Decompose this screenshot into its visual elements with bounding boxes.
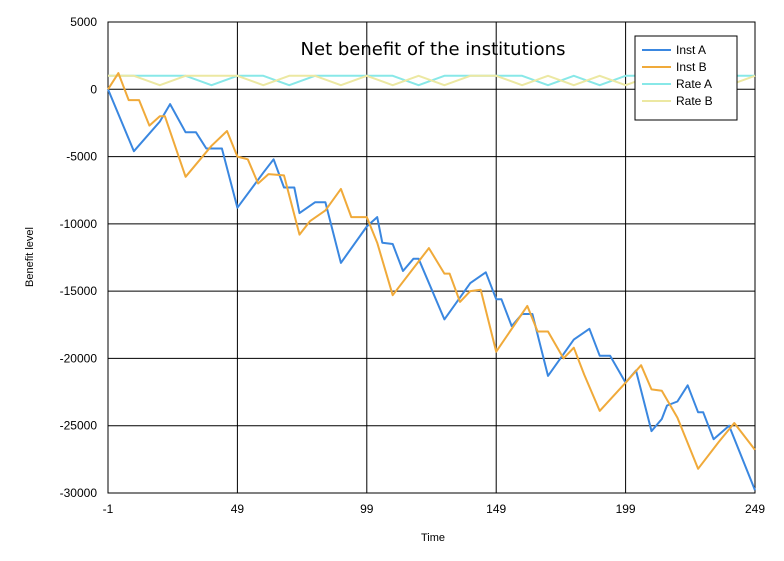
legend: Inst A Inst B Rate A Rate B xyxy=(634,35,738,121)
plot-frame xyxy=(107,21,756,494)
y-tick-label: -25000 xyxy=(60,419,98,433)
y-tick-label: 0 xyxy=(90,82,97,96)
legend-label: Inst A xyxy=(676,43,706,57)
y-axis-ticks: 5000 0 -5000 -10000 -15000 -20000 -25000 -30000 xyxy=(60,15,98,500)
x-axis-ticks: -1 49 99 149 199 249 xyxy=(103,502,766,516)
x-tick-label: 199 xyxy=(616,502,636,516)
y-tick-label: -30000 xyxy=(60,486,98,500)
y-tick-label: -5000 xyxy=(66,150,97,164)
x-axis-label: Time xyxy=(421,532,445,544)
chart-title: Net benefit of the institutions xyxy=(301,39,566,60)
series-line-inst-b xyxy=(107,72,756,470)
x-tick-label: 99 xyxy=(360,502,374,516)
x-tick-label: 149 xyxy=(486,502,506,516)
x-tick-label: 49 xyxy=(231,502,245,516)
x-tick-label: -1 xyxy=(103,502,114,516)
y-axis-label: Benefit level xyxy=(24,227,36,287)
y-tick-label: -20000 xyxy=(60,351,98,365)
x-tick-label: 249 xyxy=(745,502,765,516)
y-tick-label: -10000 xyxy=(60,217,98,231)
legend-label: Rate B xyxy=(676,94,713,108)
legend-label: Inst B xyxy=(676,60,707,74)
y-tick-label: 5000 xyxy=(70,15,97,29)
series-line-inst-a xyxy=(107,88,756,491)
legend-label: Rate A xyxy=(676,77,712,91)
y-tick-label: -15000 xyxy=(60,284,98,298)
